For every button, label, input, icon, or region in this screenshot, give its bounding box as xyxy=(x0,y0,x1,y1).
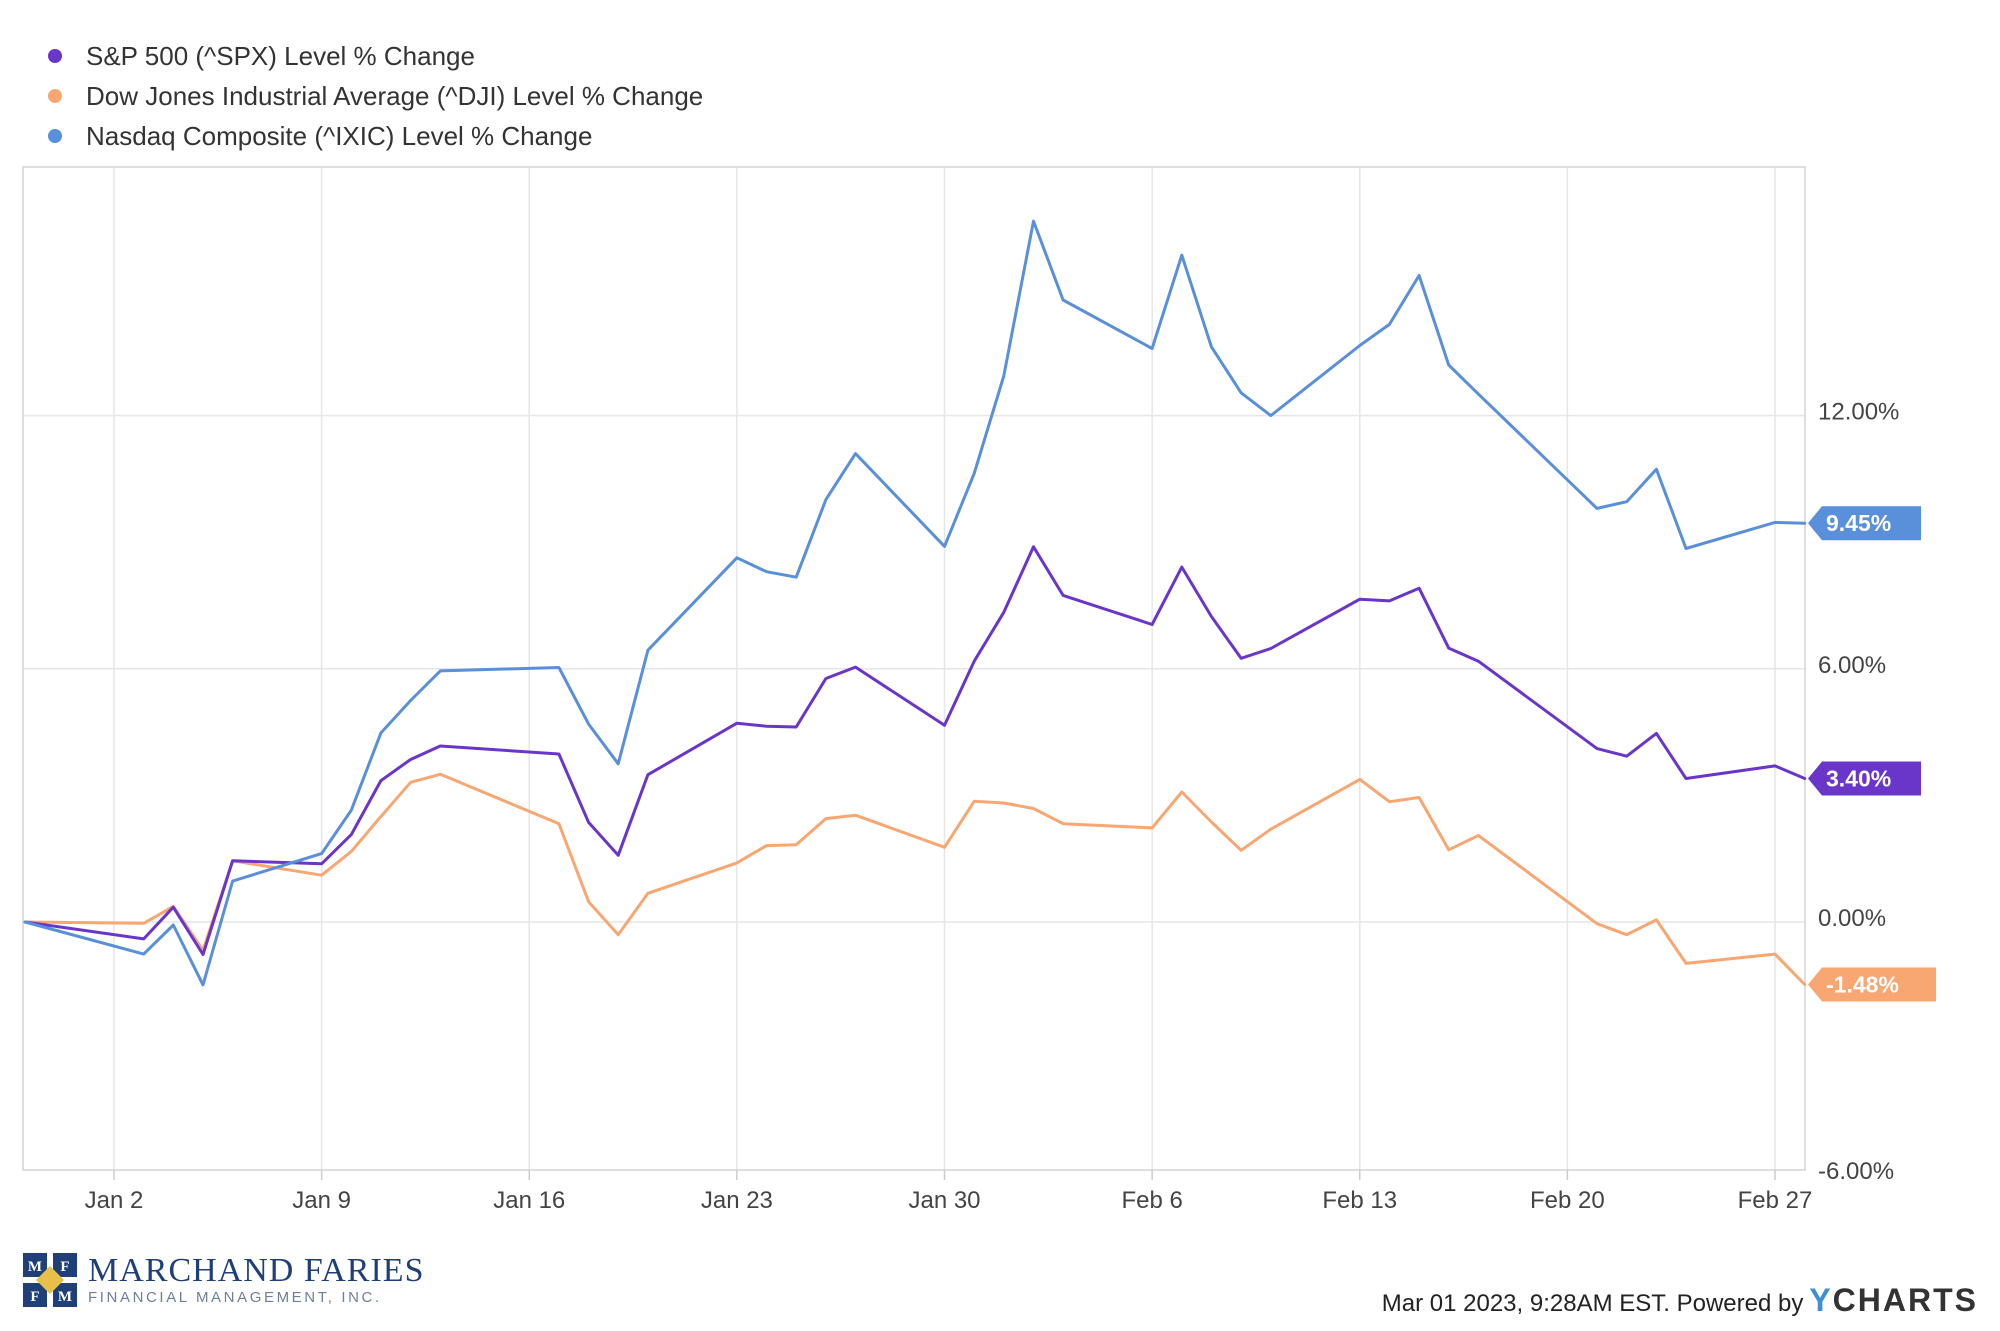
x-axis-ticks: Jan 2 Jan 9 Jan 16 Jan 23 Jan 30 Feb 6 Feb 13 F… xyxy=(85,1170,1813,1214)
legend-item-spx[interactable]: S&P 500 (^SPX) Level % Change xyxy=(48,36,703,76)
series-lines xyxy=(23,219,1807,987)
x-tick-label: Feb 27 xyxy=(1738,1187,1813,1214)
legend-label: Nasdaq Composite (^IXIC) Level % Change xyxy=(86,120,593,151)
end-value-label-bg xyxy=(1808,967,1936,1002)
end-value-label: 3.40% xyxy=(1808,761,1921,796)
ycharts-logo[interactable]: YCHARTS xyxy=(1809,1282,1978,1319)
logo-text: MARCHAND FARIES FINANCIAL MANAGEMENT, IN… xyxy=(88,1253,424,1307)
y-axis-ticks: 12.00% 6.00% 0.00% -6.00% xyxy=(1818,399,1899,1186)
plot-border xyxy=(22,166,1806,1171)
end-value-label-text: -1.48% xyxy=(1826,971,1899,997)
series-line[interactable] xyxy=(23,545,1807,956)
legend-marker-icon xyxy=(48,49,62,63)
legend: S&P 500 (^SPX) Level % Change Dow Jones … xyxy=(48,36,703,156)
x-tick-label: Jan 23 xyxy=(701,1187,773,1214)
series-line[interactable] xyxy=(23,772,1807,986)
legend-marker-icon xyxy=(48,129,62,143)
x-tick-label: Jan 16 xyxy=(493,1187,565,1214)
logo-letter: M xyxy=(58,1289,72,1305)
legend-label: Dow Jones Industrial Average (^DJI) Leve… xyxy=(86,80,704,111)
legend-item-dji[interactable]: Dow Jones Industrial Average (^DJI) Leve… xyxy=(48,76,703,116)
logo-letter: F xyxy=(30,1289,39,1305)
ycharts-logo-text: CHARTS xyxy=(1832,1282,1978,1318)
y-tick-label: -6.00% xyxy=(1818,1158,1894,1185)
x-tick-label: Feb 6 xyxy=(1121,1187,1182,1214)
legend-item-ixic[interactable]: Nasdaq Composite (^IXIC) Level % Change xyxy=(48,116,703,156)
end-value-label-bg xyxy=(1808,761,1921,796)
end-value-label-text: 9.45% xyxy=(1826,510,1891,536)
y-tick-label: 0.00% xyxy=(1818,905,1886,932)
credit-text: Mar 01 2023, 9:28AM EST. Powered by xyxy=(1381,1290,1804,1317)
y-tick-label: 6.00% xyxy=(1818,652,1886,679)
x-tick-label: Jan 2 xyxy=(85,1187,144,1214)
logo-company-name: MARCHAND FARIES xyxy=(88,1252,425,1289)
logo-company-subtitle: FINANCIAL MANAGEMENT, INC. xyxy=(88,1289,382,1306)
grid-lines xyxy=(23,167,1805,1170)
x-tick-label: Jan 30 xyxy=(908,1187,980,1214)
end-value-label: -1.48% xyxy=(1808,967,1936,1002)
x-tick-label: Feb 13 xyxy=(1322,1187,1397,1214)
series-line[interactable] xyxy=(23,219,1807,987)
mfm-logo-icon: M F F M xyxy=(22,1252,78,1308)
end-value-label-text: 3.40% xyxy=(1826,766,1891,792)
company-logo: M F F M MARCHAND FARIES FINANCIAL MANAGE… xyxy=(22,1252,424,1308)
footer-credit: Mar 01 2023, 9:28AM EST. Powered by YCHA… xyxy=(1382,1282,1978,1319)
y-tick-label: 12.00% xyxy=(1818,399,1899,426)
logo-letter: F xyxy=(60,1259,69,1275)
x-tick-label: Feb 20 xyxy=(1530,1187,1605,1214)
ycharts-logo-y: Y xyxy=(1809,1282,1833,1318)
end-value-label: 9.45% xyxy=(1808,506,1921,541)
x-tick-label: Jan 9 xyxy=(292,1187,351,1214)
end-labels: 3.40% -1.48% 9.45% xyxy=(1808,506,1936,1002)
end-value-label-bg xyxy=(1808,506,1921,541)
legend-label: S&P 500 (^SPX) Level % Change xyxy=(86,40,475,71)
logo-letter: M xyxy=(28,1259,42,1275)
legend-marker-icon xyxy=(48,89,62,103)
